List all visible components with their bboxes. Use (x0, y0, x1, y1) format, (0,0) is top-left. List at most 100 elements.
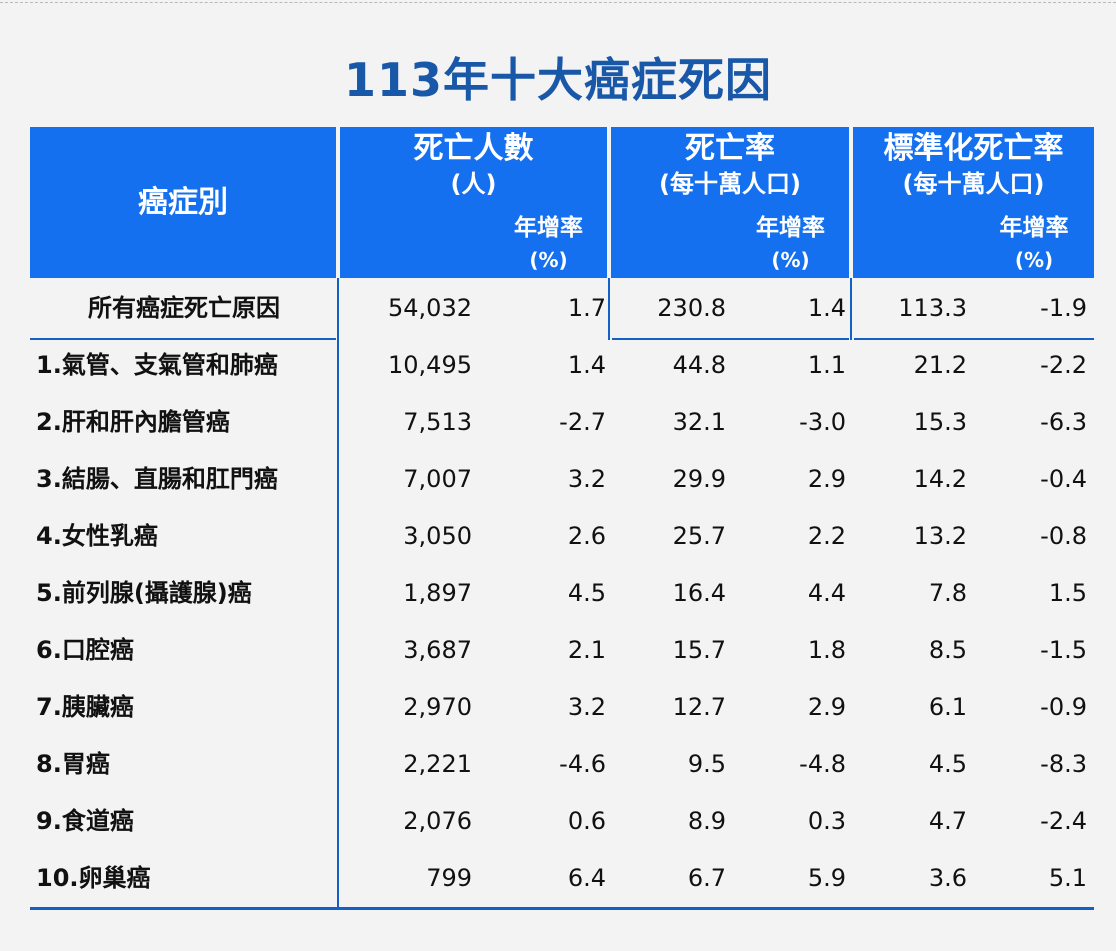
row-std-growth: -0.9 (1040, 693, 1087, 721)
row-deaths-growth: 3.2 (567, 693, 606, 721)
header-deaths-growth-cell: 年增率 (%) (490, 211, 607, 278)
total-std: 113.3 (898, 294, 967, 322)
row-deaths-growth: 2.6 (567, 522, 606, 550)
row-rate: 32.1 (672, 408, 726, 436)
row-std-growth: -6.3 (1040, 408, 1087, 436)
table-row: 3.結腸、直腸和肛門癌 7,007 3.2 29.9 2.9 14.2 -0.4 (30, 451, 1094, 508)
header-category-label: 癌症別 (138, 185, 228, 220)
row-cancer-name: 5.前列腺(攝護腺)癌 (36, 579, 252, 607)
row-rate-growth: 1.8 (807, 636, 846, 664)
column-divider (337, 278, 339, 910)
header-deaths-growth-label: 年增率 (514, 215, 583, 241)
row-rate-growth: 1.1 (807, 351, 846, 379)
table-row: 8.胃癌 2,221 -4.6 9.5 -4.8 4.5 -8.3 (30, 736, 1094, 793)
row-rate-growth: 2.9 (807, 465, 846, 493)
row-std: 13.2 (913, 522, 967, 550)
total-deaths: 54,032 (388, 294, 472, 322)
row-std: 21.2 (913, 351, 967, 379)
row-deaths: 3,050 (403, 522, 472, 550)
row-rate-growth: 2.9 (807, 693, 846, 721)
total-std-growth: -1.9 (1040, 294, 1087, 322)
row-cancer-name: 6.口腔癌 (36, 636, 134, 664)
table-row: 7.胰臟癌 2,970 3.2 12.7 2.9 6.1 -0.9 (30, 679, 1094, 736)
row-cancer-name: 8.胃癌 (36, 750, 110, 778)
row-std-growth: 5.1 (1048, 864, 1087, 892)
row-deaths-growth: 4.5 (567, 579, 606, 607)
row-deaths-growth: 6.4 (567, 864, 606, 892)
row-rate-growth: 0.3 (807, 807, 846, 835)
header-std-growth-unit: (%) (1014, 248, 1054, 272)
total-row-name: 所有癌症死亡原因 (88, 294, 280, 322)
row-std: 8.5 (928, 636, 967, 664)
row-std: 4.5 (928, 750, 967, 778)
row-std: 4.7 (928, 807, 967, 835)
table-row: 4.女性乳癌 3,050 2.6 25.7 2.2 13.2 -0.8 (30, 508, 1094, 565)
row-std-growth: -2.4 (1040, 807, 1087, 835)
row-std-growth: 1.5 (1048, 579, 1087, 607)
header-std-growth-cell: 年增率 (%) (974, 211, 1094, 278)
row-std-growth: -2.2 (1040, 351, 1087, 379)
row-deaths-growth: 3.2 (567, 465, 606, 493)
row-deaths-growth: -4.6 (559, 750, 606, 778)
row-std-growth: -0.4 (1040, 465, 1087, 493)
row-rate-growth: -3.0 (799, 408, 846, 436)
table-title: 113年十大癌症死因 (343, 53, 773, 107)
row-deaths-growth: 1.4 (567, 351, 606, 379)
total-deaths-growth: 1.7 (567, 294, 606, 322)
row-deaths: 10,495 (388, 351, 472, 379)
table-row: 1.氣管、支氣管和肺癌 10,495 1.4 44.8 1.1 21.2 -2.… (30, 337, 1094, 394)
row-cancer-name: 7.胰臟癌 (36, 693, 134, 721)
total-row-divider (30, 338, 336, 340)
row-rate-growth: -4.8 (799, 750, 846, 778)
header-deaths-unit: (人) (450, 170, 497, 198)
header-deaths-growth-unit: (%) (529, 248, 568, 272)
row-rate: 25.7 (672, 522, 726, 550)
row-deaths: 3,687 (403, 636, 472, 664)
header-rate-unit: (每十萬人口) (659, 170, 801, 198)
row-deaths: 799 (426, 864, 472, 892)
header-std-title: 標準化死亡率 (883, 131, 1064, 166)
row-std: 3.6 (928, 864, 967, 892)
header-category-cell: 癌症別 (30, 127, 336, 278)
row-rate: 8.9 (687, 807, 726, 835)
row-std-growth: -1.5 (1040, 636, 1087, 664)
header-std-growth-label: 年增率 (999, 215, 1069, 241)
header-rate-growth-unit: (%) (771, 248, 810, 272)
header-deaths-title: 死亡人數 (413, 131, 534, 166)
row-std: 7.8 (928, 579, 967, 607)
total-rate: 230.8 (657, 294, 726, 322)
row-deaths-growth: 0.6 (567, 807, 606, 835)
row-deaths: 1,897 (403, 579, 472, 607)
row-std-growth: -8.3 (1040, 750, 1087, 778)
header-rate-title: 死亡率 (685, 131, 775, 166)
row-cancer-name: 10.卵巢癌 (36, 864, 151, 892)
row-std: 15.3 (913, 408, 967, 436)
row-cancer-name: 4.女性乳癌 (36, 522, 158, 550)
table-row: 9.食道癌 2,076 0.6 8.9 0.3 4.7 -2.4 (30, 793, 1094, 850)
row-deaths: 2,221 (403, 750, 472, 778)
row-rate: 16.4 (672, 579, 726, 607)
row-deaths: 2,076 (403, 807, 472, 835)
table-row: 10.卵巢癌 799 6.4 6.7 5.9 3.6 5.1 (30, 850, 1094, 907)
row-cancer-name: 3.結腸、直腸和肛門癌 (36, 465, 278, 493)
table-row: 6.口腔癌 3,687 2.1 15.7 1.8 8.5 -1.5 (30, 622, 1094, 679)
column-divider (850, 278, 852, 340)
row-rate-growth: 4.4 (807, 579, 846, 607)
row-rate: 29.9 (672, 465, 726, 493)
row-rate: 9.5 (687, 750, 726, 778)
table-row: 2.肝和肝內膽管癌 7,513 -2.7 32.1 -3.0 15.3 -6.3 (30, 394, 1094, 451)
row-rate-growth: 2.2 (807, 522, 846, 550)
row-rate: 6.7 (687, 864, 726, 892)
top-dashed-rule (0, 2, 1116, 3)
total-row-divider (854, 338, 1094, 340)
total-row-divider (612, 338, 849, 340)
row-rate: 44.8 (672, 351, 726, 379)
row-rate: 15.7 (672, 636, 726, 664)
row-deaths-growth: -2.7 (559, 408, 606, 436)
row-deaths: 2,970 (403, 693, 472, 721)
row-cancer-name: 9.食道癌 (36, 807, 134, 835)
column-divider (608, 278, 610, 340)
header-rate-growth-label: 年增率 (756, 215, 825, 241)
row-rate-growth: 5.9 (807, 864, 846, 892)
row-deaths: 7,007 (403, 465, 472, 493)
